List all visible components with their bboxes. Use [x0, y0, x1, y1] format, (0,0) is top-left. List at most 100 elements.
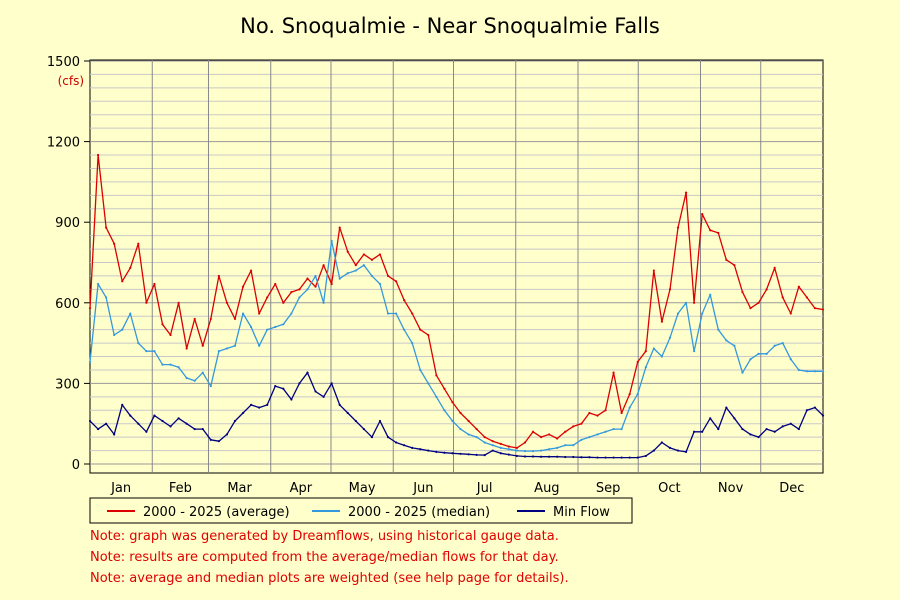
data-point — [129, 266, 132, 269]
y-tick-label: 300 — [55, 377, 80, 392]
data-point — [475, 427, 478, 431]
data-point — [274, 384, 277, 388]
data-point — [121, 280, 124, 283]
data-point — [88, 360, 92, 364]
legend-label: 2000 - 2025 (median) — [348, 505, 490, 520]
data-point — [499, 446, 502, 449]
data-point — [781, 342, 784, 345]
data-point — [96, 427, 100, 431]
data-point — [378, 419, 382, 423]
data-point — [306, 371, 309, 374]
data-point — [330, 382, 333, 385]
data-point — [435, 450, 438, 454]
data-point — [580, 456, 583, 459]
data-point — [499, 452, 502, 455]
data-point — [274, 325, 277, 329]
data-point — [572, 455, 575, 459]
y-axis: 0 300 600 900 1200 1500 — [47, 55, 90, 473]
data-point — [346, 250, 349, 253]
data-point — [701, 430, 704, 433]
data-point — [121, 328, 124, 331]
data-point — [145, 301, 148, 304]
data-point — [225, 433, 229, 436]
data-point — [660, 320, 664, 323]
data-point — [249, 269, 253, 272]
data-point — [386, 436, 390, 439]
data-point — [701, 312, 704, 315]
data-point — [113, 242, 116, 245]
data-point — [129, 312, 132, 315]
data-point — [564, 455, 567, 459]
data-point — [105, 226, 108, 229]
data-point — [306, 288, 309, 291]
data-point — [169, 363, 172, 366]
data-point — [378, 282, 382, 286]
data-point — [443, 451, 446, 454]
data-point — [443, 387, 446, 390]
series-line-2 — [89, 240, 823, 452]
data-point — [644, 366, 647, 369]
data-point — [515, 449, 519, 452]
data-point — [233, 344, 237, 347]
data-point — [717, 427, 720, 431]
data-point — [564, 444, 567, 447]
data-point — [314, 274, 317, 278]
data-point — [314, 390, 317, 393]
data-point — [709, 417, 712, 420]
data-point — [88, 307, 92, 310]
data-point — [539, 436, 543, 439]
data-point — [805, 409, 808, 412]
data-point — [604, 430, 607, 433]
data-point — [346, 272, 349, 275]
data-point — [113, 333, 116, 337]
data-point — [467, 453, 470, 456]
data-point — [378, 253, 382, 256]
legend-label: Min Flow — [553, 505, 610, 520]
data-point — [531, 430, 535, 433]
data-point — [427, 333, 430, 337]
data-point — [556, 446, 559, 449]
legend-label: 2000 - 2025 (average) — [143, 505, 290, 520]
x-tick-label: Dec — [779, 481, 804, 496]
data-point — [652, 269, 655, 272]
data-point — [435, 395, 438, 398]
data-point — [676, 449, 680, 452]
data-point — [451, 401, 454, 404]
data-point — [548, 433, 551, 436]
data-point — [266, 403, 269, 406]
note-line-3: Note: average and median plots are weigh… — [90, 571, 569, 586]
data-point — [88, 419, 92, 423]
data-point — [628, 393, 631, 396]
note-line-1: Note: graph was generated by Dreamflows,… — [90, 529, 559, 544]
data-point — [145, 430, 148, 433]
data-point — [137, 342, 140, 345]
data-point — [201, 371, 204, 374]
data-point — [684, 191, 688, 194]
data-point — [564, 430, 567, 433]
data-point — [96, 282, 100, 286]
data-point — [475, 436, 478, 439]
chart-title: No. Snoqualmie - Near Snoqualmie Falls — [240, 14, 660, 38]
data-point — [531, 455, 535, 458]
x-tick-label: May — [349, 481, 376, 496]
series-line-1 — [89, 154, 824, 449]
data-point — [539, 449, 543, 452]
data-point — [676, 312, 680, 315]
data-point — [733, 417, 736, 420]
data-point — [507, 453, 510, 456]
data-point — [539, 455, 543, 458]
x-tick-label: Nov — [718, 481, 744, 496]
notes: Note: graph was generated by Dreamflows,… — [90, 526, 569, 589]
data-point — [153, 414, 156, 417]
data-point — [693, 301, 696, 304]
data-point — [217, 274, 220, 278]
x-tick-label: Feb — [169, 481, 192, 496]
data-point — [249, 325, 253, 329]
data-point — [741, 427, 744, 431]
data-point — [121, 403, 124, 406]
data-point — [177, 301, 180, 304]
data-point — [749, 307, 752, 310]
data-point — [201, 344, 204, 347]
data-point — [628, 456, 631, 459]
